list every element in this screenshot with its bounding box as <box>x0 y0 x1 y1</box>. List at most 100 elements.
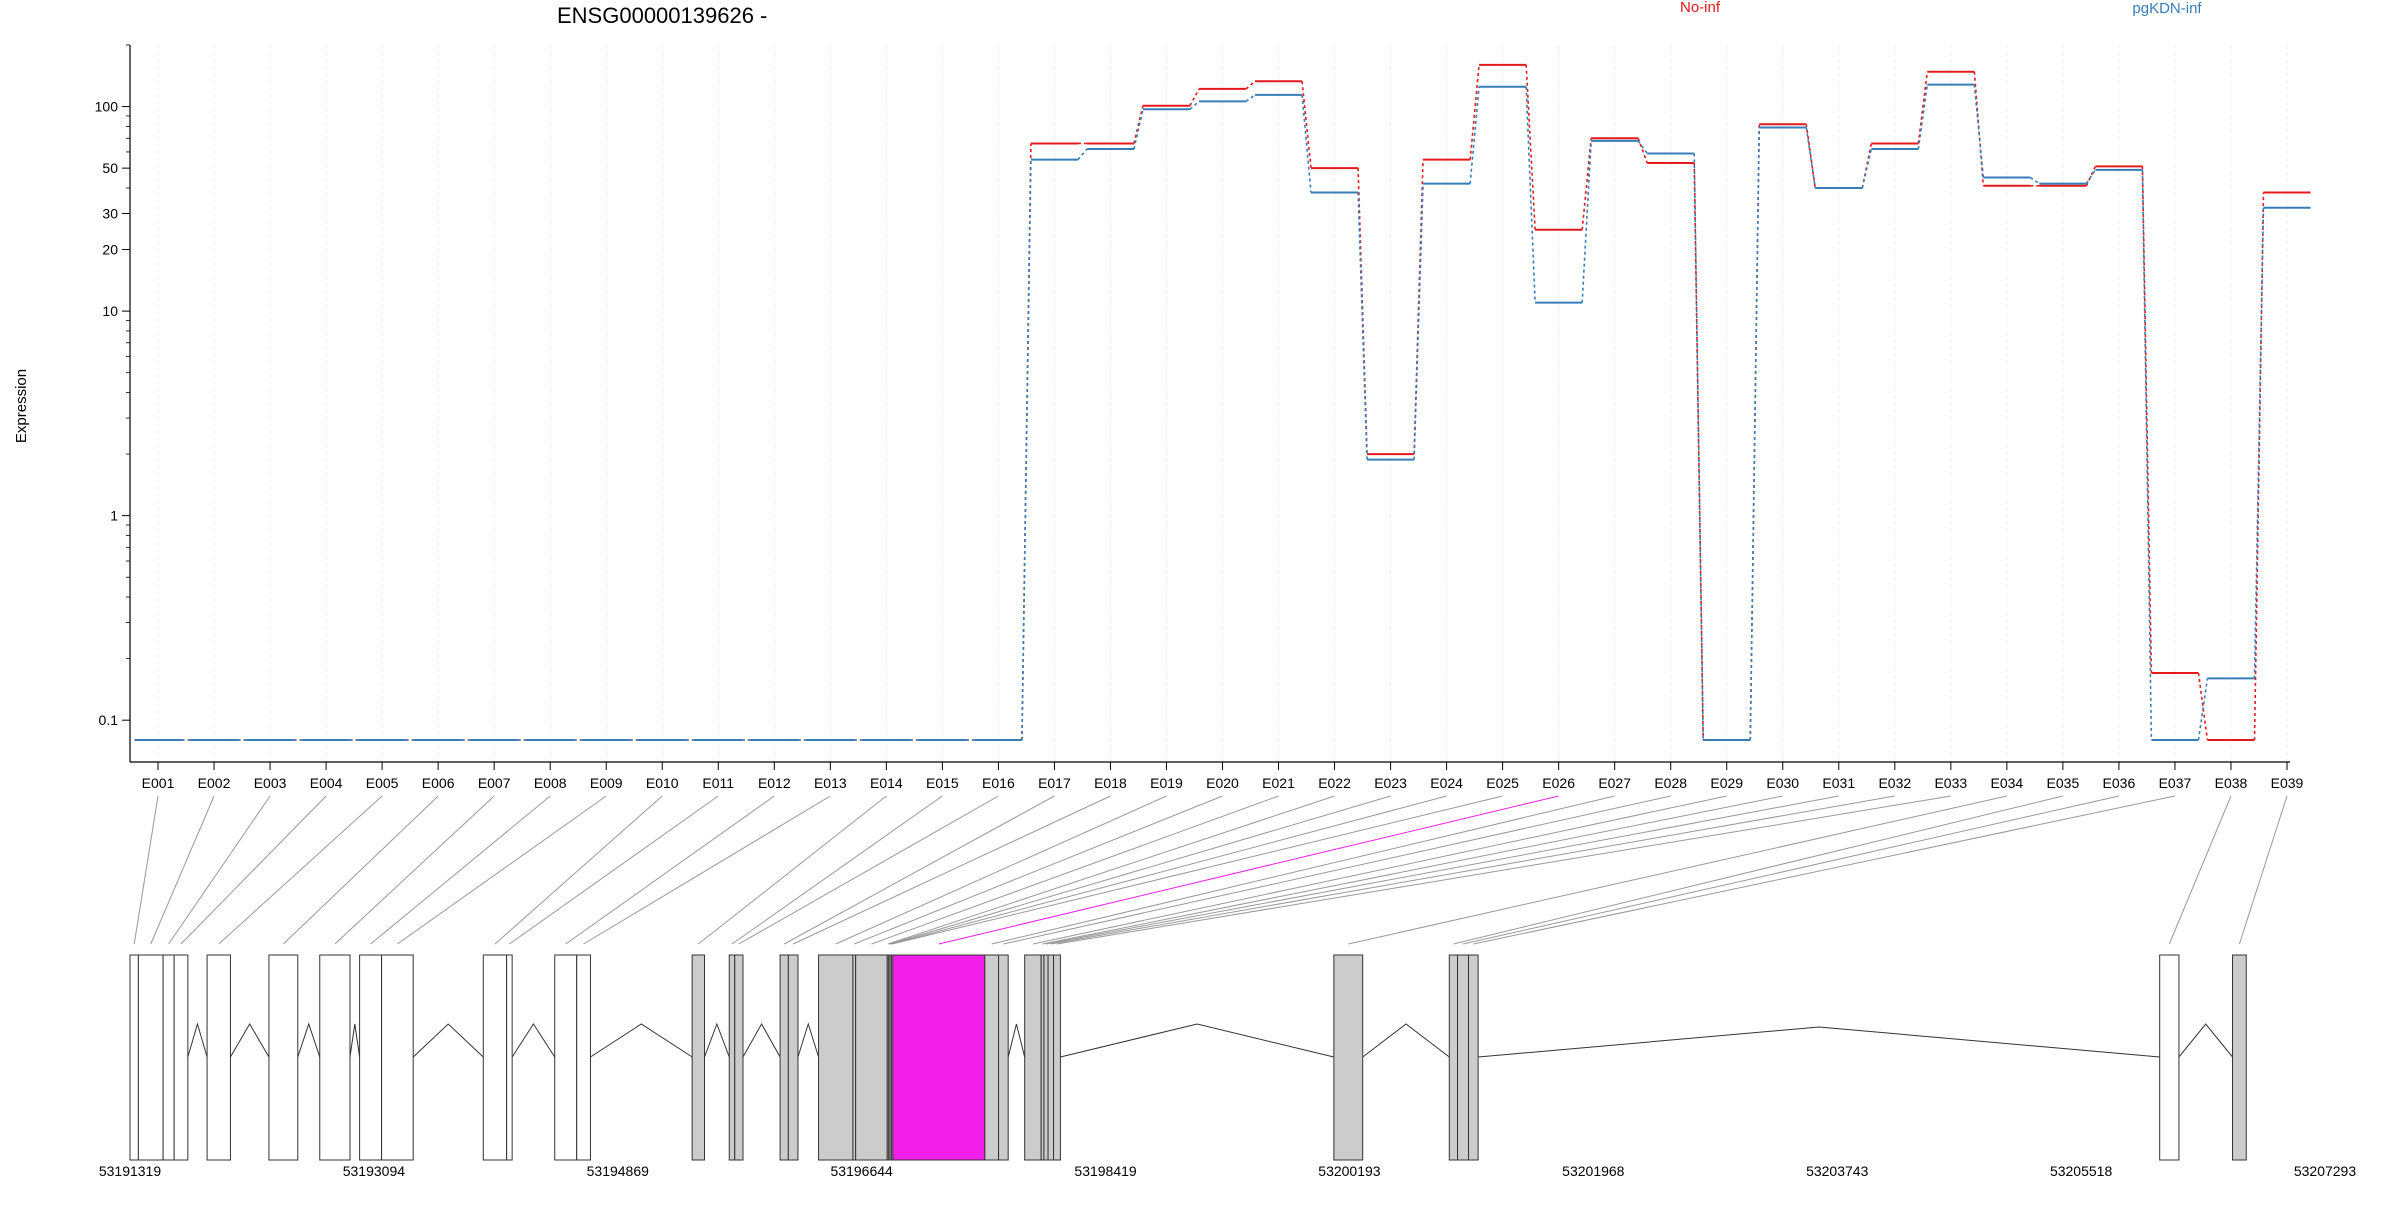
series-pgkdn-inf-connector <box>1469 86 1480 184</box>
exon-connector-e016 <box>738 795 999 945</box>
x-tick-label: E020 <box>1206 775 1239 791</box>
genomic-coordinate-label: 53207293 <box>2294 1163 2357 1179</box>
y-tick-label: 50 <box>102 160 118 176</box>
series-no-inf-connector <box>1805 124 1817 189</box>
x-tick-label: E003 <box>254 775 287 791</box>
x-tick-label: E037 <box>2159 775 2192 791</box>
y-tick-label: 30 <box>102 206 118 222</box>
y-tick-label: 20 <box>102 242 118 258</box>
series-no-inf-connector <box>1301 81 1312 169</box>
series-no-inf-connector <box>1469 64 1480 160</box>
x-tick-label: E004 <box>310 775 343 791</box>
exon-e034 <box>1333 954 1364 1161</box>
x-tick-label: E031 <box>1822 775 1855 791</box>
exon-connector-e023 <box>889 795 1391 945</box>
series-pgkdn-inf-connector <box>1077 148 1088 161</box>
exon-e031 <box>1043 954 1049 1161</box>
series-pgkdn-inf-connector <box>1189 100 1200 110</box>
exon-e029 <box>1024 954 1042 1161</box>
series-no-inf-connector <box>1637 137 1648 164</box>
exon-e036 <box>1457 954 1470 1161</box>
x-tick-label: E010 <box>646 775 679 791</box>
exon-e018 <box>787 954 799 1161</box>
x-tick-label: E035 <box>2047 775 2080 791</box>
exon-e015 <box>728 954 736 1161</box>
genomic-coordinate-label: 53194869 <box>587 1163 650 1179</box>
intron-line <box>797 1022 820 1058</box>
exon-connector-e021 <box>871 795 1279 945</box>
x-tick-label: E025 <box>1486 775 1519 791</box>
exon-connector-e001 <box>133 795 159 945</box>
series-pgkdn-inf-connector <box>1245 94 1256 103</box>
intron-line <box>590 1023 693 1058</box>
series-no-inf-connector <box>1245 80 1256 90</box>
intron-line <box>230 1023 270 1058</box>
intron-line <box>511 1023 556 1058</box>
series-pgkdn-inf-connector <box>2085 169 2097 185</box>
exon-connector-e010 <box>494 795 663 945</box>
exon-connector-e008 <box>370 795 551 945</box>
x-tick-label: E009 <box>590 775 623 791</box>
series-no-inf-connector <box>2197 672 2209 741</box>
exon-e032 <box>1047 954 1055 1161</box>
x-tick-label: E017 <box>1038 775 1071 791</box>
exon-connector-e025 <box>891 795 1503 945</box>
exon-e037 <box>1468 954 1479 1161</box>
genomic-coordinate-label: 53191319 <box>99 1163 162 1179</box>
x-tick-label: E018 <box>1094 775 1127 791</box>
y-axis-label: Expression <box>13 369 30 443</box>
exon-connector-e037 <box>1473 795 2176 945</box>
exon-connector-e003 <box>168 795 271 945</box>
series-pgkdn-inf-connector <box>2253 207 2265 679</box>
x-tick-label: E028 <box>1654 775 1687 791</box>
x-tick-label: E026 <box>1542 775 1575 791</box>
exon-e038 <box>2159 954 2180 1161</box>
y-tick-label: 0.1 <box>99 712 119 728</box>
series-no-inf-connector <box>1973 71 1985 186</box>
chart-title: ENSG00000139626 - <box>557 3 767 28</box>
series-pgkdn-inf-connector <box>2141 169 2153 741</box>
x-tick-label: E007 <box>478 775 511 791</box>
x-tick-label: E039 <box>2271 775 2304 791</box>
series-no-inf-connector <box>1133 105 1144 144</box>
exon-e039 <box>2232 954 2247 1161</box>
exon-connector-e018 <box>792 795 1111 945</box>
x-tick-label: E015 <box>926 775 959 791</box>
y-tick-label: 1 <box>110 508 118 524</box>
x-tick-label: E006 <box>422 775 455 791</box>
x-tick-label: E027 <box>1598 775 1631 791</box>
x-tick-label: E033 <box>1934 775 1967 791</box>
grid-lines <box>157 45 2288 762</box>
series-pgkdn-inf-connector <box>2197 678 2209 741</box>
exon-connector-e033 <box>1056 795 1951 945</box>
axes: E001 E002 E003 E004 E005 E006 E007 E008 E009 E010… <box>95 44 2304 791</box>
exon-connector-e009 <box>397 795 607 945</box>
exon-e009 <box>381 954 414 1161</box>
series-no-inf-connector <box>2253 192 2265 741</box>
series-no-inf-connector <box>1917 71 1929 144</box>
exon-connector-e014 <box>698 795 887 945</box>
x-tick-label: E038 <box>2215 775 2248 791</box>
x-tick-label: E036 <box>2103 775 2136 791</box>
exon-connector-e013 <box>583 795 831 945</box>
intron-line <box>297 1022 321 1058</box>
exon-connector-e028 <box>1003 795 1671 945</box>
genomic-coordinate-label: 53193094 <box>343 1163 406 1179</box>
genomic-coordinate-label: 53205518 <box>2050 1163 2113 1179</box>
series-pgkdn-inf-connector <box>1133 109 1144 150</box>
exon-connector-e022 <box>887 795 1335 945</box>
exon-connector-e039 <box>2238 795 2288 945</box>
x-tick-label: E023 <box>1374 775 1407 791</box>
exon-e016 <box>734 954 744 1161</box>
x-tick-label: E032 <box>1878 775 1911 791</box>
exon-connector-e006 <box>283 795 439 945</box>
exon-connector-e035 <box>1453 795 2064 945</box>
series-pgkdn-inf-connector <box>1917 84 1929 150</box>
exon-e003 <box>162 954 175 1161</box>
series-pgkdn-inf-connector <box>1021 159 1032 741</box>
x-tick-label: E011 <box>702 775 734 791</box>
y-tick-label: 100 <box>95 99 119 115</box>
exon-connector-e024 <box>890 795 1447 945</box>
genomic-coordinate-label: 53203743 <box>1806 1163 1869 1179</box>
